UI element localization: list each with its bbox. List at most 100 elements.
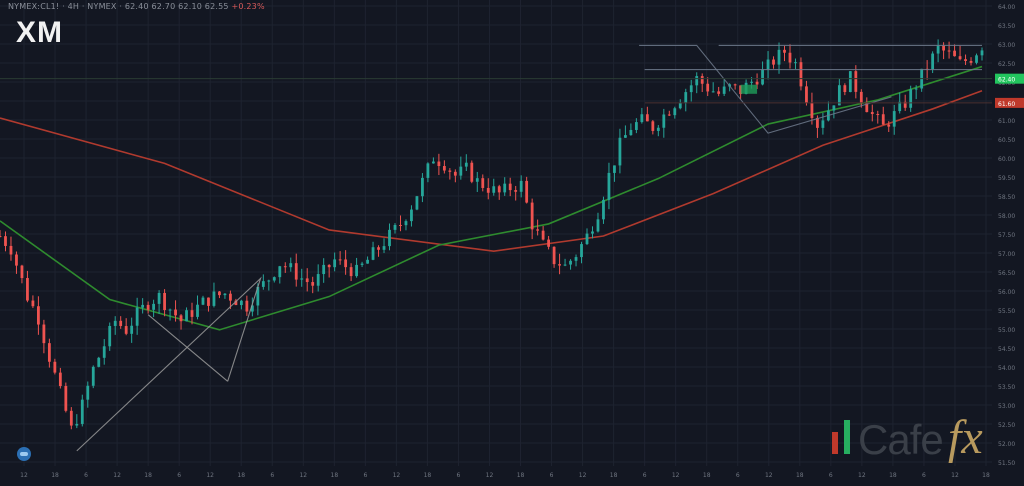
time-tick-label: 12 xyxy=(579,472,587,479)
bull-candle xyxy=(355,264,358,277)
price-tick-label: 52.00 xyxy=(998,441,1015,448)
bull-candle xyxy=(640,114,644,123)
price-tick-label: 56.00 xyxy=(998,289,1015,296)
bear-candle xyxy=(514,190,518,192)
bull-candle xyxy=(360,263,364,265)
bear-candle xyxy=(327,264,331,268)
bear-candle xyxy=(179,315,183,322)
bear-candle xyxy=(349,267,353,277)
bull-candle xyxy=(316,274,320,286)
bear-candle xyxy=(146,304,150,310)
watermark-text: Cafe xyxy=(858,416,944,463)
bull-candle xyxy=(689,85,693,93)
bear-candle xyxy=(283,266,287,268)
bull-candle xyxy=(914,88,918,90)
bull-candle xyxy=(591,231,594,234)
bull-candle xyxy=(75,423,79,426)
bear-candle xyxy=(645,114,649,122)
time-axis: 12 18 6 12 18 6 12 18 6 12 18 6 12 18 6 12 18 6 12 18 6 12 18 6… xyxy=(20,472,990,479)
bear-candle xyxy=(536,229,540,231)
bull-candle xyxy=(892,111,896,127)
bull-candle xyxy=(980,50,984,56)
bull-candle xyxy=(431,161,435,164)
bull-candle xyxy=(750,81,753,83)
bear-candle xyxy=(481,178,485,188)
time-tick-label: 18 xyxy=(889,472,897,479)
bear-candle xyxy=(4,236,7,246)
pattern-line xyxy=(147,314,229,382)
bull-candle xyxy=(421,177,424,197)
bull-candle xyxy=(212,291,216,306)
bull-candle xyxy=(80,399,84,424)
time-tick-label: 6 xyxy=(177,472,181,479)
bull-candle xyxy=(821,120,825,128)
marker-badge xyxy=(995,97,1024,108)
bull-candle xyxy=(333,259,337,268)
time-tick-label: 18 xyxy=(424,472,432,479)
bull-candle xyxy=(475,178,479,182)
time-tick-label: 12 xyxy=(765,472,773,479)
bear-candle xyxy=(64,386,68,411)
bear-candle xyxy=(245,300,249,312)
broker-logo: XM xyxy=(16,16,63,49)
bull-candle xyxy=(722,86,726,94)
bull-candle xyxy=(152,303,156,310)
bull-candle xyxy=(289,263,293,268)
time-tick-label: 12 xyxy=(299,472,307,479)
bear-candle xyxy=(887,124,891,127)
time-tick-label: 6 xyxy=(550,472,554,479)
time-tick-label: 18 xyxy=(144,472,152,479)
tradingview-icon[interactable] xyxy=(17,447,31,461)
price-tick-label: 53.50 xyxy=(998,384,1015,391)
bull-candle xyxy=(569,260,572,265)
bull-candle xyxy=(322,264,326,275)
bear-candle xyxy=(58,372,62,387)
price-tick-label: 55.00 xyxy=(998,327,1015,334)
bear-candle xyxy=(119,320,123,327)
bear-candle xyxy=(552,246,556,265)
price-tick-label: 62.50 xyxy=(998,61,1015,68)
bull-candle xyxy=(168,309,172,311)
price-tick-label: 58.50 xyxy=(998,194,1015,201)
bull-candle xyxy=(794,62,797,64)
bull-candle xyxy=(393,224,397,230)
bull-candle xyxy=(239,300,243,306)
time-tick-label: 18 xyxy=(237,472,245,479)
bear-candle xyxy=(294,263,298,280)
bear-candle xyxy=(865,102,869,113)
bear-candle xyxy=(305,278,309,283)
bear-candle xyxy=(810,103,814,118)
bull-candle xyxy=(272,277,276,281)
bear-candle xyxy=(947,50,951,52)
symbol-line: NYMEX:CL1! · 4H · NYMEX · 62.40 62.70 62… xyxy=(8,2,229,11)
bull-candle xyxy=(777,49,781,65)
bull-candle xyxy=(634,122,638,130)
bear-candle xyxy=(700,76,704,84)
bear-candle xyxy=(47,343,51,362)
price-tick-label: 60.00 xyxy=(998,156,1015,163)
time-tick-label: 12 xyxy=(951,472,959,479)
bull-candle xyxy=(936,45,940,54)
ema-slow-line xyxy=(0,90,983,252)
bull-candle xyxy=(108,325,112,347)
bull-candle xyxy=(492,186,496,193)
marker-label: 61.60 xyxy=(998,101,1015,108)
bear-candle xyxy=(717,91,721,94)
current-price-badge xyxy=(995,73,1024,84)
bear-candle xyxy=(854,71,858,92)
time-tick-label: 18 xyxy=(796,472,804,479)
price-tick-label: 55.50 xyxy=(998,308,1015,315)
bull-candle xyxy=(366,259,369,264)
bear-candle xyxy=(174,309,177,316)
bull-candle xyxy=(300,278,304,280)
bear-candle xyxy=(0,236,2,238)
bull-candle xyxy=(898,101,902,112)
time-tick-label: 18 xyxy=(51,472,59,479)
bear-candle xyxy=(755,81,759,85)
bull-candle xyxy=(141,304,145,308)
bull-candle xyxy=(278,266,282,278)
supply-zone-rect xyxy=(740,84,758,94)
time-tick-label: 12 xyxy=(486,472,494,479)
